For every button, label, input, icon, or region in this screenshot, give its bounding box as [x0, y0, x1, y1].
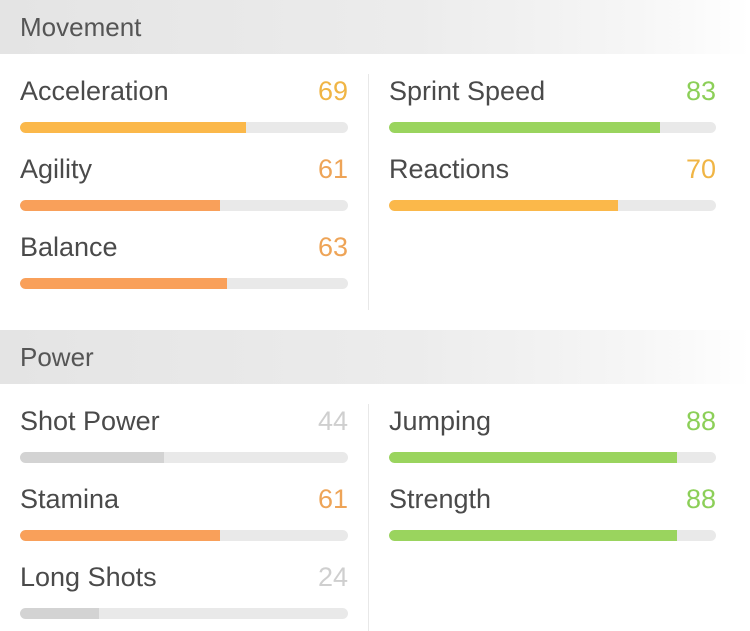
movement-left-column: Acceleration 69 Agility 61 Balance 63	[20, 54, 348, 289]
power-section: Power Shot Power 44 Stamina 61 Long Shot…	[0, 330, 750, 631]
stat-bar-track	[389, 200, 716, 211]
stat-bar-track	[20, 452, 348, 463]
stat-long-shots: Long Shots 24	[20, 540, 348, 619]
stat-stamina: Stamina 61	[20, 462, 348, 541]
stat-bar-fill	[20, 278, 227, 289]
stat-strength: Strength 88	[389, 462, 716, 541]
stat-bar-fill	[20, 530, 221, 541]
stat-bar-track	[389, 530, 716, 541]
stat-bar-track	[389, 452, 716, 463]
movement-right-column: Sprint Speed 83 Reactions 70	[389, 54, 716, 211]
stat-reactions: Reactions 70	[389, 132, 716, 211]
stat-bar-fill	[20, 608, 99, 619]
power-section-header: Power	[0, 330, 750, 384]
stat-label: Stamina	[20, 484, 120, 514]
stat-value: 70	[685, 154, 716, 184]
stat-value: 61	[317, 154, 348, 184]
movement-section-header: Movement	[0, 0, 750, 54]
stat-shot-power: Shot Power 44	[20, 384, 348, 463]
stat-label: Balance	[20, 232, 118, 262]
stat-label: Jumping	[389, 406, 492, 436]
column-divider	[368, 74, 369, 310]
stat-value: 88	[685, 406, 716, 436]
stat-bar-track	[20, 608, 348, 619]
power-section-body: Shot Power 44 Stamina 61 Long Shots 24	[0, 384, 750, 631]
stat-bar-track	[389, 122, 716, 133]
stat-balance: Balance 63	[20, 210, 348, 289]
stat-value: 69	[317, 76, 348, 106]
stat-label: Reactions	[389, 154, 510, 184]
stat-bar-track	[20, 278, 348, 289]
stat-label: Agility	[20, 154, 93, 184]
stat-bar-fill	[389, 452, 677, 463]
stat-value: 24	[317, 562, 348, 592]
stat-value: 83	[685, 76, 716, 106]
stat-bar-track	[20, 530, 348, 541]
stat-bar-track	[20, 122, 348, 133]
movement-section-body: Acceleration 69 Agility 61 Balance 63	[0, 54, 750, 310]
stat-value: 44	[317, 406, 348, 436]
power-right-column: Jumping 88 Strength 88	[389, 384, 716, 541]
stat-label: Shot Power	[20, 406, 160, 436]
stat-label: Long Shots	[20, 562, 157, 592]
stat-bar-fill	[389, 200, 618, 211]
stat-bar-fill	[389, 122, 661, 133]
power-left-column: Shot Power 44 Stamina 61 Long Shots 24	[20, 384, 348, 619]
movement-section: Movement Acceleration 69 Agility 61 Bala…	[0, 0, 750, 310]
stat-acceleration: Acceleration 69	[20, 54, 348, 133]
stat-sprint-speed: Sprint Speed 83	[389, 54, 716, 133]
stat-label: Strength	[389, 484, 492, 514]
stat-agility: Agility 61	[20, 132, 348, 211]
stat-value: 63	[317, 232, 348, 262]
stat-bar-track	[20, 200, 348, 211]
stat-label: Sprint Speed	[389, 76, 546, 106]
stat-label: Acceleration	[20, 76, 169, 106]
stat-bar-fill	[389, 530, 677, 541]
stat-bar-fill	[20, 200, 221, 211]
stat-value: 61	[317, 484, 348, 514]
stat-bar-fill	[20, 122, 247, 133]
column-divider	[368, 404, 369, 631]
stat-bar-fill	[20, 452, 165, 463]
stat-value: 88	[685, 484, 716, 514]
stat-jumping: Jumping 88	[389, 384, 716, 463]
